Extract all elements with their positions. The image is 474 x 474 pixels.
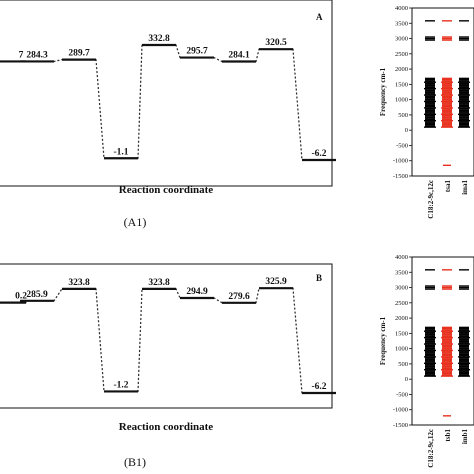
category-label: ima1	[461, 180, 469, 195]
y-tick-label: 2500	[395, 300, 408, 307]
connector-line	[137, 44, 143, 159]
y-tick-label: 1000	[395, 346, 408, 353]
energy-level-label: 332.8	[148, 34, 170, 44]
freq-y-axis-label: Frequency cm-1	[379, 67, 387, 116]
panel-tag: A	[316, 12, 323, 22]
energy-level-label: 285.9	[26, 290, 48, 300]
y-tick-label: -1000	[393, 158, 408, 165]
energy-level-label: -1.2	[113, 380, 128, 390]
connector-line	[213, 297, 223, 304]
y-tick-label: 1500	[395, 330, 408, 337]
energy-level-label: 325.9	[265, 277, 287, 287]
connector-line	[255, 287, 260, 304]
y-tick-label: 1000	[395, 97, 408, 104]
y-tick-label: -500	[396, 142, 408, 149]
connector-line	[175, 288, 181, 299]
energy-level-label: 320.5	[265, 38, 287, 48]
y-tick-label: 0	[405, 127, 408, 134]
y-tick-label: 2000	[395, 315, 408, 322]
connector-line	[137, 288, 143, 393]
connector-line	[175, 44, 181, 59]
y-tick-label: -500	[396, 391, 408, 398]
y-tick-label: 2500	[395, 51, 408, 58]
y-tick-label: 500	[398, 361, 408, 368]
energy-level-label: 323.8	[68, 278, 90, 288]
freq-plot-frame	[411, 256, 474, 426]
energy-level-label: 323.8	[148, 278, 170, 288]
y-tick-label: 4000	[395, 5, 408, 12]
y-tick-label: -1500	[393, 173, 408, 180]
category-label: tsb1	[444, 429, 452, 442]
y-tick-label: 0	[405, 376, 408, 383]
energy-level-label: 284.1	[228, 51, 250, 61]
y-tick-label: 500	[398, 112, 408, 119]
energy-panel-b: B 0.2 285.9 323.8 -1.2 323.8 294.9 279.6 325.9 -6…	[0, 263, 336, 469]
y-tick-label: -1500	[393, 422, 408, 429]
x-axis-label: Reaction coordinate	[119, 184, 214, 196]
y-tick-label: 3500	[395, 20, 408, 27]
panel-caption: (B1)	[124, 455, 146, 469]
energy-level-label: -1.1	[113, 147, 128, 157]
freq-plot-frame	[411, 7, 474, 177]
connector-line	[213, 56, 223, 63]
y-tick-label: 4000	[395, 254, 408, 261]
plot-frame	[0, 263, 333, 409]
energy-level-label: -6.2	[311, 382, 326, 392]
connector-line	[53, 288, 63, 302]
frequency-panel-1: 4000 3500 3000 2500 2000 1500 1000 500 0 -500 -100…	[379, 5, 474, 219]
x-axis-label: Reaction coordinate	[119, 421, 214, 433]
y-tick-label: 3000	[395, 36, 408, 43]
category-label: tsa1	[444, 180, 452, 193]
energy-level-label: 289.7	[68, 49, 90, 59]
connector-line	[95, 58, 105, 159]
category-label: C18:2-9c,12c	[427, 429, 435, 468]
y-tick-label: 2000	[395, 66, 408, 73]
freq-y-axis-label: Frequency cm-1	[379, 316, 387, 365]
connector-line	[292, 48, 303, 161]
connector-line	[292, 287, 303, 394]
category-label: imb1	[461, 429, 469, 445]
frequency-panel-2: 4000 3500 3000 2500 2000 1500 1000 500 0 -500 -100…	[379, 254, 474, 468]
panel-tag: B	[316, 273, 322, 283]
y-tick-label: -1000	[393, 407, 408, 414]
energy-level-label: 294.9	[186, 287, 208, 297]
energy-level-label: 7	[19, 50, 24, 60]
connector-line	[95, 288, 105, 393]
energy-level-label: 279.6	[228, 292, 250, 302]
energy-panel-a: A 7 284.3 289.7 -1.1 332.8 295.7 284.1 320.5 -6.2…	[0, 0, 336, 229]
panel-caption: (A1)	[124, 215, 147, 229]
energy-level-label: 0.2	[15, 292, 27, 302]
y-tick-label: 1500	[395, 81, 408, 88]
connector-line	[53, 58, 63, 63]
energy-level-label: 295.7	[186, 47, 208, 57]
y-tick-label: 3000	[395, 285, 408, 292]
energy-level-label: -6.2	[311, 149, 326, 159]
energy-level-label: 284.3	[26, 50, 48, 60]
category-label: C18:2-9c,12c	[427, 180, 435, 219]
plot-frame	[0, 0, 333, 187]
connector-line	[255, 48, 260, 63]
y-tick-label: 3500	[395, 269, 408, 276]
